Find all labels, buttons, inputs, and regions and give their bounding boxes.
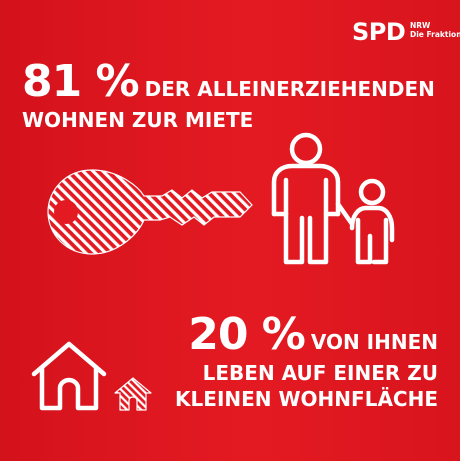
logo-subtitle-line2: Die Fraktion xyxy=(410,30,460,39)
stat-renters-number: 81 % xyxy=(22,56,140,107)
stat-small-space-number: 20 % xyxy=(188,309,306,360)
small-house-icon xyxy=(114,377,152,411)
stat-renters-line2: WOHNEN ZUR MIETE xyxy=(22,108,254,132)
stat-renters: 81 % DER ALLEINERZIEHENDEN WOHNEN ZUR MIE… xyxy=(22,60,435,132)
logo-subtitle-line1: NRW xyxy=(410,21,431,30)
logo-subtitle: NRW Die Fraktion xyxy=(410,21,460,39)
key-icon xyxy=(47,169,253,255)
large-house-icon xyxy=(31,341,107,411)
logo-mark: SPD xyxy=(352,18,406,46)
stat-small-space: 20 % VON IHNEN LEBEN AUF EINER ZU KLEINEN… xyxy=(175,313,438,411)
stat-small-space-line1: 20 % VON IHNEN xyxy=(175,313,438,357)
stat-small-space-line2: LEBEN AUF EINER ZU xyxy=(202,361,438,385)
parent-child-icon xyxy=(271,132,395,265)
stat-small-space-line3: KLEINEN WOHNFLÄCHE xyxy=(175,387,438,411)
stat-small-space-label: VON IHNEN xyxy=(310,330,438,354)
stat-renters-label: DER ALLEINERZIEHENDEN xyxy=(144,77,435,101)
stat-renters-line1: 81 % DER ALLEINERZIEHENDEN xyxy=(22,60,435,104)
